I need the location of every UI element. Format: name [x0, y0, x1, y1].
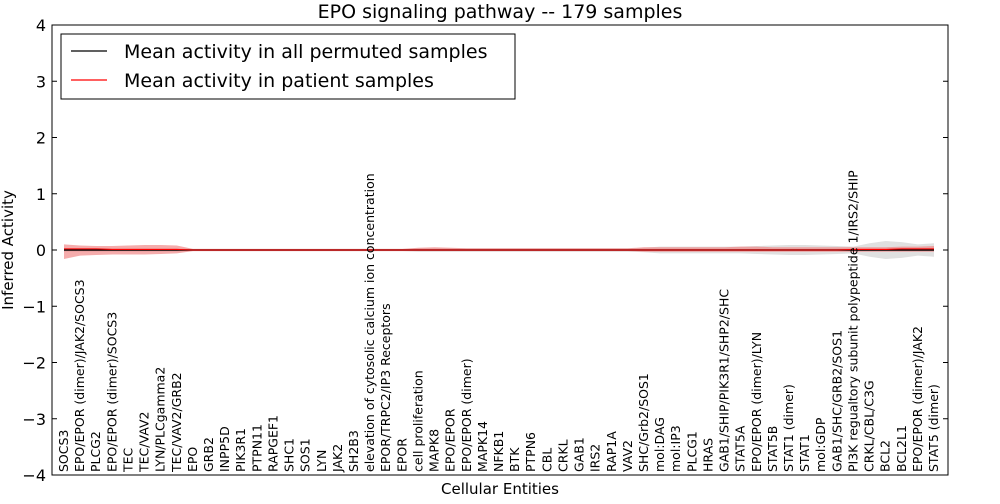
x-tick-label: mol:DAG [652, 417, 667, 472]
x-axis-tick-labels: SOCS3 EPO/EPOR (dimer)/JAK2/SOCS3 PLCG2 EPO… [56, 170, 941, 473]
x-tick-label: PTPN6 [523, 432, 538, 472]
x-tick-label: MAPK8 [427, 429, 442, 472]
x-tick-label: STAT5 (dimer) [926, 384, 941, 472]
x-tick-label: GAB1 [572, 437, 587, 472]
y-tick-label: 2 [36, 129, 46, 148]
x-tick-label: EPO/EPOR [443, 408, 458, 472]
y-axis-tick-labels: −4 −3 −2 −1 0 1 2 3 4 [22, 16, 46, 485]
x-tick-label: SOS1 [298, 438, 313, 472]
y-axis-label: Inferred Activity [0, 190, 17, 310]
y-tick-label: 3 [36, 72, 46, 91]
x-tick-label: PLCG2 [88, 431, 103, 472]
x-tick-label: mol:GDP [813, 417, 828, 472]
x-tick-label: STAT5B [765, 426, 780, 472]
x-tick-label: IRS2 [588, 444, 603, 472]
x-tick-label: mol:IP3 [668, 425, 683, 472]
x-tick-label: LYN/PLCgamma2 [153, 367, 168, 472]
x-tick-label: HRAS [700, 438, 715, 472]
x-tick-label: PTPN11 [249, 424, 264, 472]
x-tick-label: INPP5D [217, 426, 232, 472]
y-tick-label: 4 [36, 16, 46, 35]
x-tick-label: TEC/VAV2/GRB2 [169, 372, 184, 473]
x-tick-label: CRKL [555, 439, 570, 472]
x-tick-label: cell proliferation [410, 370, 425, 472]
x-tick-label: SHC1 [282, 438, 297, 472]
x-tick-label: EPO/EPOR (dimer)/SOCS3 [104, 312, 119, 472]
confidence-band-patient [64, 244, 934, 259]
x-tick-label: SHC/Grb2/SOS1 [636, 373, 651, 472]
x-tick-label: PI3K regualtory subunit polypeptide 1/IR… [845, 170, 860, 472]
x-tick-label: EPOR [394, 438, 409, 472]
x-tick-label: EPO/EPOR (dimer)/JAK2/SOCS3 [72, 279, 87, 472]
x-tick-label: TEC [120, 447, 135, 473]
x-tick-label: PLCG1 [684, 431, 699, 472]
x-tick-label: EPO/EPOR (dimer)/JAK2 [910, 326, 925, 472]
series-line-patient [64, 248, 934, 251]
series-lines [64, 248, 934, 251]
chart-title: EPO signaling pathway -- 179 samples [318, 1, 683, 23]
x-tick-label: JAK2 [330, 444, 345, 473]
x-tick-label: STAT1 [797, 434, 812, 472]
x-tick-label: VAV2 [620, 440, 635, 472]
legend: Mean activity in all permuted samples Me… [60, 33, 516, 100]
y-tick-label: −2 [22, 354, 46, 373]
y-tick-label: 0 [36, 241, 46, 260]
x-tick-label: TEC/VAV2 [137, 412, 152, 473]
x-tick-label: elevation of cytosolic calcium ion conce… [362, 173, 377, 472]
x-tick-label: GRB2 [201, 437, 216, 472]
y-tick-label: −1 [22, 297, 46, 316]
y-tick-label: −3 [22, 410, 46, 429]
y-axis-ticks [52, 24, 948, 476]
x-tick-label: STAT5A [733, 425, 748, 472]
x-tick-label: EPOR/TRPC2/IP3 Receptors [378, 303, 393, 472]
x-tick-label: SH2B3 [346, 430, 361, 472]
x-tick-label: SOCS3 [56, 430, 71, 472]
x-tick-label: EPO/EPOR (dimer)/LYN [749, 332, 764, 472]
x-tick-label: BCL2 [878, 440, 893, 472]
x-axis-label: Cellular Entities [441, 480, 559, 498]
x-tick-label: GAB1/SHIP/PIK3R1/SHP2/SHC [717, 289, 732, 472]
x-tick-label: RAP1A [604, 431, 619, 472]
x-tick-label: CRKL/CBL/C3G [862, 380, 877, 472]
x-tick-label: RAPGEF1 [265, 415, 280, 472]
y-tick-label: 1 [36, 185, 46, 204]
x-tick-label: BTK [507, 447, 522, 472]
x-tick-label: GAB1/SHC/GRB2/SOS1 [829, 330, 844, 472]
legend-label-permuted: Mean activity in all permuted samples [124, 41, 487, 63]
x-tick-label: MAPK14 [475, 421, 490, 472]
x-tick-label: EPO [185, 447, 200, 472]
x-tick-label: NFKB1 [491, 431, 506, 472]
y-tick-label: −4 [22, 466, 46, 485]
x-tick-label: EPO/EPOR (dimer) [459, 358, 474, 472]
x-tick-label: STAT1 (dimer) [781, 384, 796, 472]
x-tick-label: BCL2L1 [894, 425, 909, 472]
legend-box [60, 33, 516, 100]
x-tick-label: PIK3R1 [233, 428, 248, 472]
legend-label-patient: Mean activity in patient samples [124, 70, 434, 92]
x-tick-label: CBL [539, 448, 554, 472]
x-tick-label: LYN [314, 450, 329, 472]
